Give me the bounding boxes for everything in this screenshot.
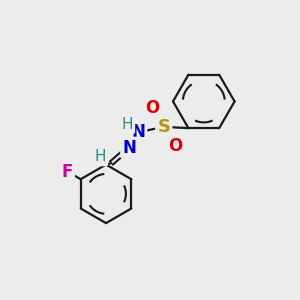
Text: H: H bbox=[95, 149, 106, 164]
Text: S: S bbox=[157, 118, 170, 136]
Text: O: O bbox=[168, 137, 182, 155]
Text: O: O bbox=[145, 99, 159, 117]
Text: N: N bbox=[131, 123, 145, 141]
Text: N: N bbox=[122, 139, 136, 157]
Text: F: F bbox=[61, 163, 73, 181]
Text: H: H bbox=[122, 117, 133, 132]
